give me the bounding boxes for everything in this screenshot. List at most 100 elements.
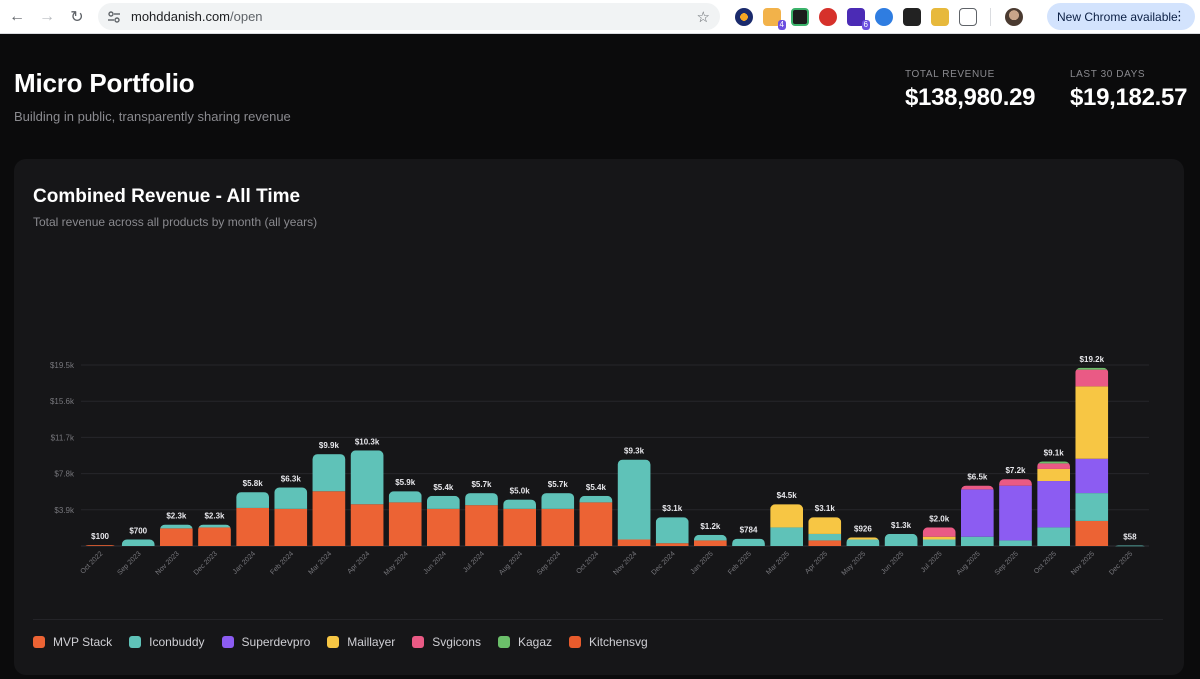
bar-segment-iconbuddy[interactable]: [236, 492, 270, 508]
bar-segment-maillayer[interactable]: [1037, 468, 1071, 482]
bar-segment-iconbuddy[interactable]: [426, 495, 460, 509]
bar-segment-mvp-stack[interactable]: [388, 502, 422, 546]
bar-segment-mvp-stack[interactable]: [808, 540, 842, 546]
bar-segment-iconbuddy[interactable]: [1075, 493, 1109, 521]
bar-stack[interactable]: [999, 479, 1032, 546]
bar-segment-iconbuddy[interactable]: [655, 517, 689, 544]
legend-item[interactable]: Kagaz: [497, 635, 552, 649]
bar-stack[interactable]: [579, 495, 613, 546]
bar-segment-svgicons[interactable]: [922, 527, 956, 537]
bar-stack[interactable]: [426, 495, 460, 546]
reload-icon[interactable]: ↻: [70, 8, 84, 26]
extension-icon[interactable]: [875, 8, 893, 26]
extension-icon[interactable]: [819, 8, 837, 26]
bar-segment-mvp-stack[interactable]: [579, 502, 613, 546]
extension-icon[interactable]: 6: [847, 8, 870, 30]
site-settings-icon[interactable]: [106, 9, 122, 25]
bar-stack[interactable]: [388, 491, 422, 546]
bar-segment-svgicons[interactable]: [1037, 463, 1071, 469]
chrome-update-button[interactable]: New Chrome available ⋮: [1047, 3, 1195, 30]
extension-icon[interactable]: [735, 8, 753, 26]
bar-segment-iconbuddy[interactable]: [884, 533, 918, 546]
bar-segment-mvp-stack[interactable]: [503, 508, 537, 546]
address-bar[interactable]: mohddanish.com/open ☆: [98, 3, 720, 30]
bar-segment-mvp-stack[interactable]: [541, 508, 575, 546]
bar-stack[interactable]: [541, 493, 575, 546]
bar-segment-iconbuddy[interactable]: [274, 487, 308, 509]
bar-stack[interactable]: [83, 545, 117, 546]
bar-stack[interactable]: [808, 517, 842, 546]
back-arrow-icon[interactable]: ←: [9, 7, 25, 25]
bar-segment-maillayer[interactable]: [922, 536, 956, 540]
bookmark-star-icon[interactable]: ☆: [696, 9, 710, 26]
bar-segment-iconbuddy[interactable]: [350, 450, 384, 505]
bar-segment-iconbuddy[interactable]: [617, 459, 651, 540]
bar-stack[interactable]: [159, 524, 193, 546]
bar-segment-iconbuddy[interactable]: [541, 493, 575, 509]
bar-segment-superdevpro[interactable]: [1075, 458, 1109, 494]
bar-segment-superdevpro[interactable]: [999, 485, 1032, 541]
bar-segment-iconbuddy[interactable]: [312, 454, 346, 492]
more-menu-icon[interactable]: ⋮: [1173, 8, 1186, 23]
legend-item[interactable]: MVP Stack: [33, 635, 112, 649]
extensions-puzzle-icon[interactable]: [959, 8, 977, 26]
bar-segment-svgicons[interactable]: [999, 479, 1032, 486]
bar-segment-superdevpro[interactable]: [1037, 481, 1071, 528]
forward-arrow-icon[interactable]: →: [39, 7, 55, 25]
bar-stack[interactable]: [1113, 545, 1147, 547]
bar-stack[interactable]: [846, 537, 880, 546]
legend-item[interactable]: Iconbuddy: [129, 635, 205, 649]
bar-segment-mvp-stack[interactable]: [236, 507, 270, 546]
bar-segment-iconbuddy[interactable]: [121, 539, 155, 546]
bar-segment-maillayer[interactable]: [808, 517, 842, 534]
bar-segment-iconbuddy[interactable]: [960, 536, 994, 546]
bar-segment-maillayer[interactable]: [1075, 386, 1109, 459]
bar-segment-iconbuddy[interactable]: [159, 524, 193, 529]
bar-stack[interactable]: [274, 487, 308, 546]
bar-segment-iconbuddy[interactable]: [198, 524, 231, 528]
bar-segment-svgicons[interactable]: [1075, 369, 1109, 387]
legend-item[interactable]: Kitchensvg: [569, 635, 648, 649]
extension-icon[interactable]: [931, 8, 949, 26]
bar-stack[interactable]: [617, 459, 651, 546]
bar-segment-iconbuddy[interactable]: [503, 499, 537, 509]
bar-stack[interactable]: [350, 450, 384, 546]
bar-segment-mvp-stack[interactable]: [274, 508, 308, 546]
bar-segment-mvp-stack[interactable]: [312, 491, 346, 546]
bar-segment-iconbuddy[interactable]: [770, 527, 804, 546]
legend-item[interactable]: Svgicons: [412, 635, 481, 649]
bar-segment-iconbuddy[interactable]: [388, 491, 422, 503]
bar-segment-mvp-stack[interactable]: [655, 543, 689, 546]
url-text[interactable]: mohddanish.com/open: [131, 9, 263, 24]
bar-stack[interactable]: [1037, 461, 1071, 546]
bar-segment-iconbuddy[interactable]: [579, 495, 613, 503]
bar-segment-superdevpro[interactable]: [960, 489, 994, 537]
profile-avatar[interactable]: [1005, 8, 1023, 26]
bar-segment-iconbuddy[interactable]: [846, 539, 880, 546]
bar-stack[interactable]: [960, 485, 994, 546]
bar-stack[interactable]: [1075, 367, 1109, 546]
bar-segment-svgicons[interactable]: [960, 485, 994, 490]
bar-segment-mvp-stack[interactable]: [83, 545, 117, 546]
bar-segment-mvp-stack[interactable]: [426, 508, 460, 546]
extension-icon[interactable]: [903, 8, 921, 26]
bar-segment-mvp-stack[interactable]: [617, 539, 651, 546]
bar-segment-iconbuddy[interactable]: [1037, 527, 1071, 546]
bar-stack[interactable]: [732, 538, 765, 546]
bar-segment-iconbuddy[interactable]: [693, 534, 727, 541]
bar-segment-mvp-stack[interactable]: [693, 540, 727, 546]
bar-stack[interactable]: [121, 539, 155, 546]
bar-stack[interactable]: [655, 517, 689, 546]
bar-stack[interactable]: [770, 504, 804, 546]
extension-icon[interactable]: 4: [763, 8, 786, 30]
extension-icon[interactable]: [791, 8, 809, 26]
bar-stack[interactable]: [884, 533, 918, 546]
bar-segment-maillayer[interactable]: [846, 537, 880, 540]
bar-stack[interactable]: [693, 534, 727, 546]
bar-stack[interactable]: [465, 493, 498, 546]
bar-segment-kagaz[interactable]: [1037, 461, 1071, 464]
legend-item[interactable]: Maillayer: [327, 635, 395, 649]
bar-stack[interactable]: [503, 499, 537, 546]
bar-segment-iconbuddy[interactable]: [808, 533, 842, 541]
bar-segment-kagaz[interactable]: [1075, 367, 1109, 370]
